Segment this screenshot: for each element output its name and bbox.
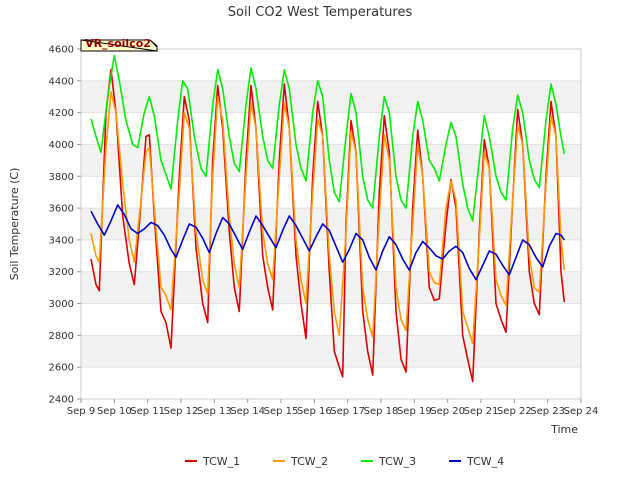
y-tick-label: 4200 xyxy=(49,108,74,119)
x-tick-label: Sep 18 xyxy=(364,406,399,417)
x-tick-label: Sep 20 xyxy=(430,406,465,417)
series-line-tcw-4 xyxy=(90,204,565,281)
site-badge-label: VR_soilco2 xyxy=(85,37,151,50)
x-tick-label: Sep 15 xyxy=(264,406,299,417)
x-tick-label: Sep 10 xyxy=(97,406,132,417)
legend-label-tcw-1: TCW_1 xyxy=(202,455,240,468)
y-tick-label: 2400 xyxy=(49,395,74,406)
legend-label-tcw-2: TCW_2 xyxy=(290,455,328,468)
series-line-tcw-1 xyxy=(90,68,566,383)
grid-band xyxy=(81,335,581,368)
grid-band xyxy=(81,80,581,113)
x-tick-label: Sep 17 xyxy=(330,406,365,417)
y-tick-label: 3800 xyxy=(49,172,74,183)
x-tick-label: Sep 13 xyxy=(197,406,232,417)
x-tick-label: Sep 12 xyxy=(164,406,199,417)
x-tick-label: Sep 16 xyxy=(297,406,332,417)
x-tick-label: Sep 11 xyxy=(130,406,165,417)
series-lines xyxy=(90,54,566,383)
legend: TCW_1 TCW_2 TCW_3 TCW_4 xyxy=(185,455,504,468)
y-tick-label: 4600 xyxy=(49,45,74,56)
y-axis: 2400 2600 2800 3000 3200 3400 3600 3800 4000 4200… xyxy=(49,45,81,406)
series-line-tcw-3 xyxy=(90,54,566,222)
y-tick-label: 2600 xyxy=(49,363,74,374)
x-tick-label: Sep 22 xyxy=(497,406,532,417)
y-tick-label: 3400 xyxy=(49,235,74,246)
y-tick-label: 4400 xyxy=(49,76,74,87)
y-tick-label: 3200 xyxy=(49,267,74,278)
x-tick-label: Sep 19 xyxy=(397,406,432,417)
site-badge-frame xyxy=(80,39,158,52)
y-tick-label: 3000 xyxy=(49,299,74,310)
x-tick-label: Sep 24 xyxy=(564,406,599,417)
y-axis-label: Soil Temperature (C) xyxy=(8,168,21,281)
legend-label-tcw-4: TCW_4 xyxy=(466,455,504,468)
series-line-tcw-2 xyxy=(90,91,566,345)
x-axis-label: Time xyxy=(550,423,578,436)
site-badge: VR_soilco2 xyxy=(80,37,158,52)
plot-frame xyxy=(80,48,582,400)
x-tick-label: Sep 21 xyxy=(464,406,499,417)
y-tick-label: 2800 xyxy=(49,331,74,342)
x-tick-label: Sep 14 xyxy=(230,406,265,417)
legend-label-tcw-3: TCW_3 xyxy=(378,455,416,468)
x-tick-label: Sep 9 xyxy=(67,406,95,417)
y-tick-label: 3600 xyxy=(49,204,74,215)
y-tick-label: 4000 xyxy=(49,140,74,151)
chart-title: Soil CO2 West Temperatures xyxy=(228,5,413,20)
x-tick-label: Sep 23 xyxy=(530,406,565,417)
